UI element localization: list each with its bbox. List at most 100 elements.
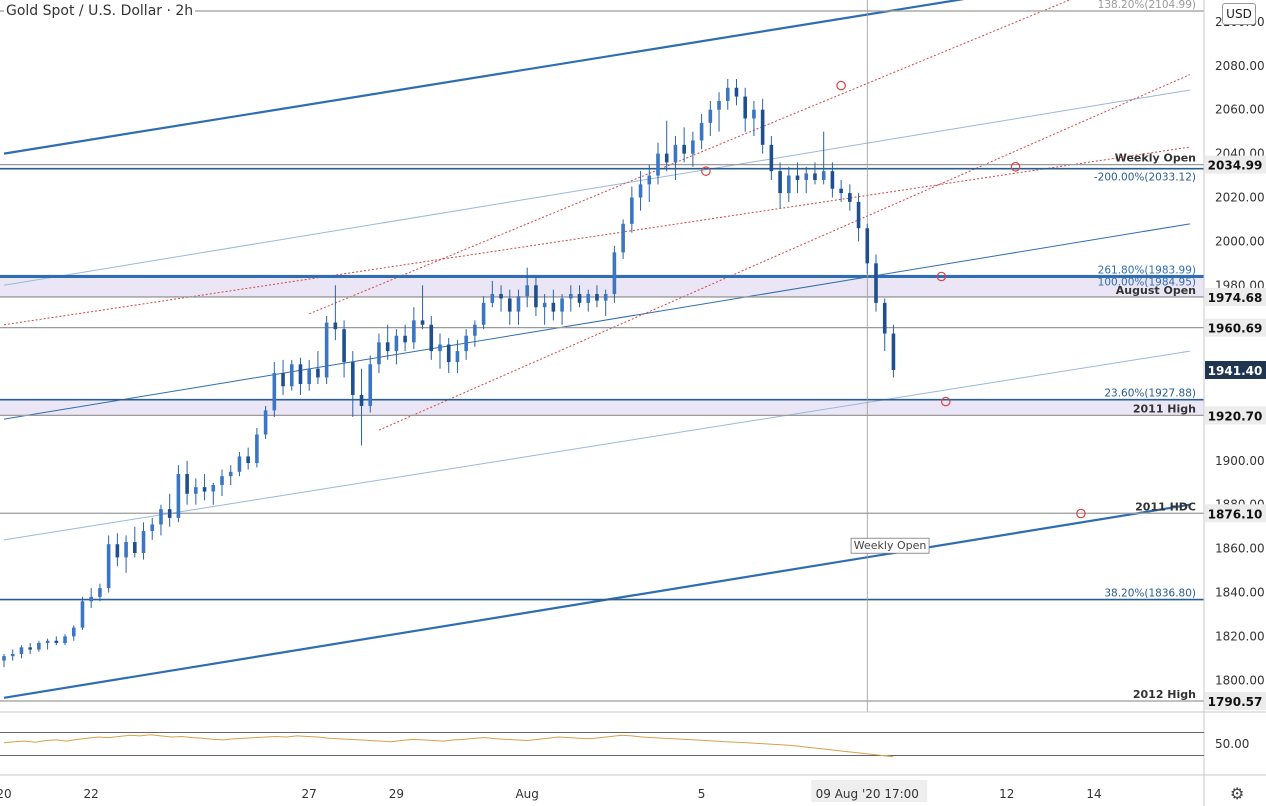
trendline-dotted	[378, 74, 1191, 431]
candle-body	[211, 484, 216, 492]
candle-body	[839, 188, 843, 194]
gear-icon[interactable]: ⚙	[1230, 784, 1245, 803]
level-label: 23.60%(1927.88)	[1104, 388, 1196, 400]
price-badge-label: 1790.57	[1208, 695, 1263, 709]
candle-body	[246, 456, 250, 464]
candle-body	[394, 335, 399, 352]
candle-body	[28, 647, 32, 650]
candle-body	[813, 173, 817, 180]
candle-body	[804, 173, 809, 180]
price-tick: 1900.00	[1215, 454, 1265, 468]
candle-body	[385, 342, 390, 352]
price-badge	[1205, 406, 1266, 425]
marker-circle	[940, 396, 951, 407]
time-tick: 12	[999, 787, 1014, 801]
candlestick-series	[2, 79, 896, 668]
trendline-mid	[3, 223, 1191, 420]
price-tick: 1820.00	[1215, 629, 1265, 643]
candle-body	[89, 596, 93, 602]
zone-band	[0, 399, 1204, 416]
candle-body	[281, 373, 285, 387]
annotation-label: Weekly Open	[854, 539, 927, 552]
candle-body	[194, 487, 198, 494]
price-badge-label: 1941.40	[1208, 364, 1263, 378]
price-badges: 2034.99 1974.68 1960.69 1941.40 1920.70 1876.…	[1205, 155, 1266, 710]
candle-body	[821, 171, 826, 180]
candle-body	[429, 324, 434, 352]
candle-body	[455, 351, 460, 363]
candle-body	[446, 344, 451, 363]
candle-body	[569, 294, 573, 299]
candle-body	[54, 640, 59, 643]
candle-body	[333, 322, 338, 330]
time-axis[interactable]: 20 22 27 29 Aug 5 09 Aug '20 17:00 12 14	[0, 774, 1266, 802]
price-tick: 2060.00	[1215, 103, 1265, 117]
annotation-box	[850, 537, 930, 554]
candle-body	[80, 601, 85, 628]
symbol-interval: 2h	[175, 3, 194, 19]
candle-body	[438, 344, 442, 352]
candle-body	[307, 368, 311, 385]
level-label: 138.20%(2104.99)	[1098, 0, 1196, 11]
candle-body	[708, 109, 713, 123]
price-badge	[1205, 155, 1266, 174]
level-label: August Open	[1116, 284, 1196, 297]
price-tick: 1840.00	[1215, 586, 1265, 600]
marker-circle	[836, 80, 846, 91]
candle-body	[673, 144, 678, 163]
candle-body	[220, 476, 224, 485]
candle-body	[316, 368, 320, 378]
price-tick: 2080.00	[1215, 59, 1265, 73]
price-tick: 1860.00	[1215, 542, 1265, 556]
candle-body	[272, 373, 277, 411]
candle-body	[185, 474, 189, 494]
price-tick: 2020.00	[1215, 191, 1265, 205]
candle-body	[612, 252, 617, 295]
candle-body	[10, 653, 15, 657]
candle-body	[71, 627, 76, 637]
currency-button[interactable]: USD	[1222, 3, 1256, 25]
candle-body	[403, 335, 407, 343]
candle-body	[682, 144, 686, 154]
candle-body	[124, 542, 128, 558]
candle-body	[159, 509, 163, 525]
candle-body	[19, 647, 24, 654]
candle-body	[377, 342, 381, 365]
candle-body	[586, 294, 591, 303]
level-label: 2012 High	[1133, 688, 1196, 701]
marker-circle	[701, 166, 711, 176]
candle-body	[342, 329, 346, 363]
candle-body	[787, 175, 791, 194]
time-tick: Aug	[515, 787, 538, 801]
marker-circle	[936, 271, 947, 282]
candle-body	[359, 395, 364, 406]
candle-body	[664, 153, 669, 163]
level-label: 2011 HDC	[1135, 500, 1196, 513]
price-badge	[1205, 318, 1266, 337]
candle-body	[289, 364, 294, 387]
price-badge-label: 1920.70	[1208, 409, 1263, 423]
price-badge-label: 1876.10	[1208, 507, 1263, 521]
candle-body	[760, 109, 765, 145]
time-tick: 14	[1086, 787, 1101, 801]
candle-body	[98, 588, 102, 597]
candle-body	[176, 474, 181, 518]
candle-body	[621, 223, 625, 253]
candle-body	[45, 640, 50, 643]
trendline-channel	[3, 0, 965, 155]
candle-body	[743, 96, 747, 119]
trendline-light	[3, 350, 1190, 541]
candle-body	[464, 335, 468, 352]
candle-body	[865, 228, 870, 264]
price-badge	[1205, 504, 1266, 523]
rsi-line	[3, 734, 894, 758]
candle-body	[874, 263, 878, 303]
candle-body	[255, 434, 259, 464]
candle-body	[551, 302, 556, 312]
candle-body	[324, 322, 329, 378]
candle-body	[577, 294, 582, 303]
circle-markers	[701, 80, 1086, 519]
candle-body	[856, 201, 861, 229]
